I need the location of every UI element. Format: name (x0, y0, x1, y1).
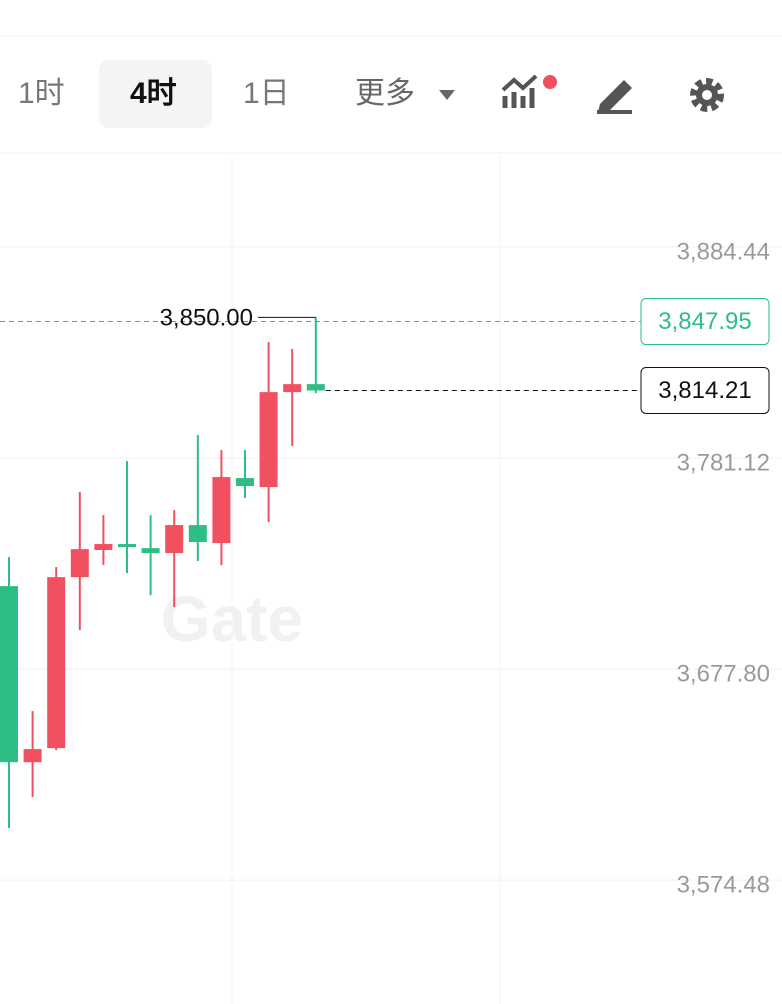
tab[interactable]: 4时 (130, 77, 177, 110)
candle-body (94, 544, 113, 550)
tab[interactable]: 1时 (18, 77, 65, 110)
price-label: 3,814.21 (658, 377, 751, 404)
candle-body (165, 525, 184, 554)
candle-body (70, 549, 89, 578)
candle-body (23, 749, 42, 763)
y-tick-label: 3,781.12 (677, 449, 770, 476)
y-tick-label: 3,677.80 (677, 660, 770, 687)
tab-bar: 1时 4时 1日 (18, 60, 290, 128)
draw-icon[interactable] (597, 80, 632, 114)
price-label: 3,847.95 (658, 308, 751, 335)
settings-icon[interactable] (690, 78, 724, 112)
tab-highlight (99, 60, 212, 128)
indicator-icon[interactable] (501, 74, 557, 108)
annotation-label: 3,850.00 (160, 305, 253, 332)
more-tab[interactable]: 更多 (355, 77, 415, 110)
candle-body (47, 577, 66, 749)
candle-body (0, 586, 18, 763)
price-box (640, 366, 770, 414)
candle-body (283, 384, 302, 393)
candle-body (259, 392, 278, 488)
candle-body (118, 544, 136, 548)
candle-body (188, 525, 207, 543)
candle-body (212, 477, 231, 544)
y-tick-label: 3,884.44 (677, 238, 770, 265)
plot: 3,574.48 3,677.80 3,781.12 3,884.44 3,847.95… (0, 238, 782, 898)
candle-body (306, 384, 325, 391)
candle-body (141, 548, 160, 554)
watermark: Gate (161, 583, 303, 655)
tab[interactable]: 1日 (243, 77, 290, 110)
y-tick-label: 3,574.48 (677, 871, 770, 898)
candle-body (236, 478, 254, 487)
dropdown-arrow[interactable] (439, 90, 455, 100)
price-box (640, 298, 770, 346)
